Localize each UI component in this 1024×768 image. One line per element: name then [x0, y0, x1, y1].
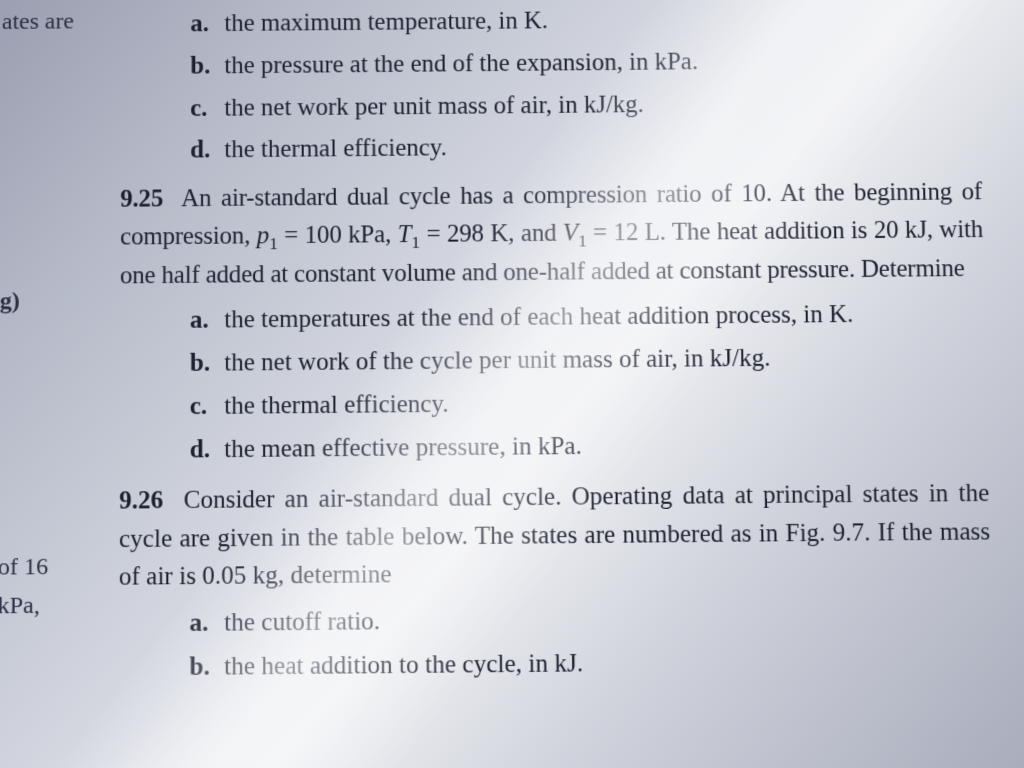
q925-b: the net work of the cycle per unit mass …: [224, 345, 770, 377]
label-a: a.: [190, 302, 218, 341]
q925-p1-sub: 1: [269, 233, 278, 253]
q925-v1: V: [563, 219, 578, 246]
q924-d: the thermal efficiency.: [224, 135, 447, 164]
q925-c: the thermal efficiency.: [224, 390, 449, 419]
q926-problem: 9.26 Consider an air-standard dual cycle…: [119, 475, 992, 597]
label-b: b.: [189, 648, 217, 688]
label-d: d.: [190, 430, 218, 469]
q925-sublist: a. the temperatures at the end of each h…: [190, 295, 989, 470]
label-b: b.: [190, 345, 218, 384]
label-c: c.: [190, 90, 218, 128]
q925-number: 9.25: [120, 186, 163, 213]
q926-number: 9.26: [119, 487, 163, 515]
cut-text-left-3: of 16: [0, 554, 48, 582]
cut-text-left-1: ates are: [2, 9, 74, 36]
q926-a: the cutoff ratio.: [224, 608, 380, 637]
q925-d: the mean effective pressure, in kPa.: [224, 432, 582, 462]
q925-problem: 9.25 An air-standard dual cycle has a co…: [120, 173, 984, 294]
label-a: a.: [189, 604, 217, 644]
q924-a: the maximum temperature, in K.: [224, 8, 548, 37]
q926-b: the heat addition to the cycle, in kJ.: [224, 649, 583, 680]
label-c: c.: [190, 387, 218, 426]
cut-text-left-4: kPa,: [0, 593, 40, 621]
q924-c: the net work per unit mass of air, in kJ…: [224, 91, 644, 121]
q925-eq1: = 100 kPa,: [278, 221, 398, 249]
q924-b: the pressure at the end of the expansion…: [224, 48, 698, 79]
q925-v1-sub: 1: [578, 230, 587, 250]
q926-sublist: a. the cutoff ratio. b. the heat additio…: [189, 597, 993, 687]
cut-text-left-2: g): [0, 288, 20, 315]
q925-t1-sub: 1: [411, 231, 420, 251]
q925-eq2: = 298 K, and: [420, 219, 563, 247]
q925-p1: p: [257, 222, 269, 249]
label-b: b.: [190, 48, 218, 86]
q924-sublist: a. the maximum temperature, in K. b. the…: [190, 0, 981, 170]
q926-text: Consider an air-standard dual cycle. Ope…: [119, 480, 991, 591]
q925-t1: T: [398, 221, 412, 248]
q925-a: the temperatures at the end of each heat…: [224, 301, 853, 333]
label-d: d.: [190, 132, 218, 171]
label-a: a.: [190, 6, 218, 44]
